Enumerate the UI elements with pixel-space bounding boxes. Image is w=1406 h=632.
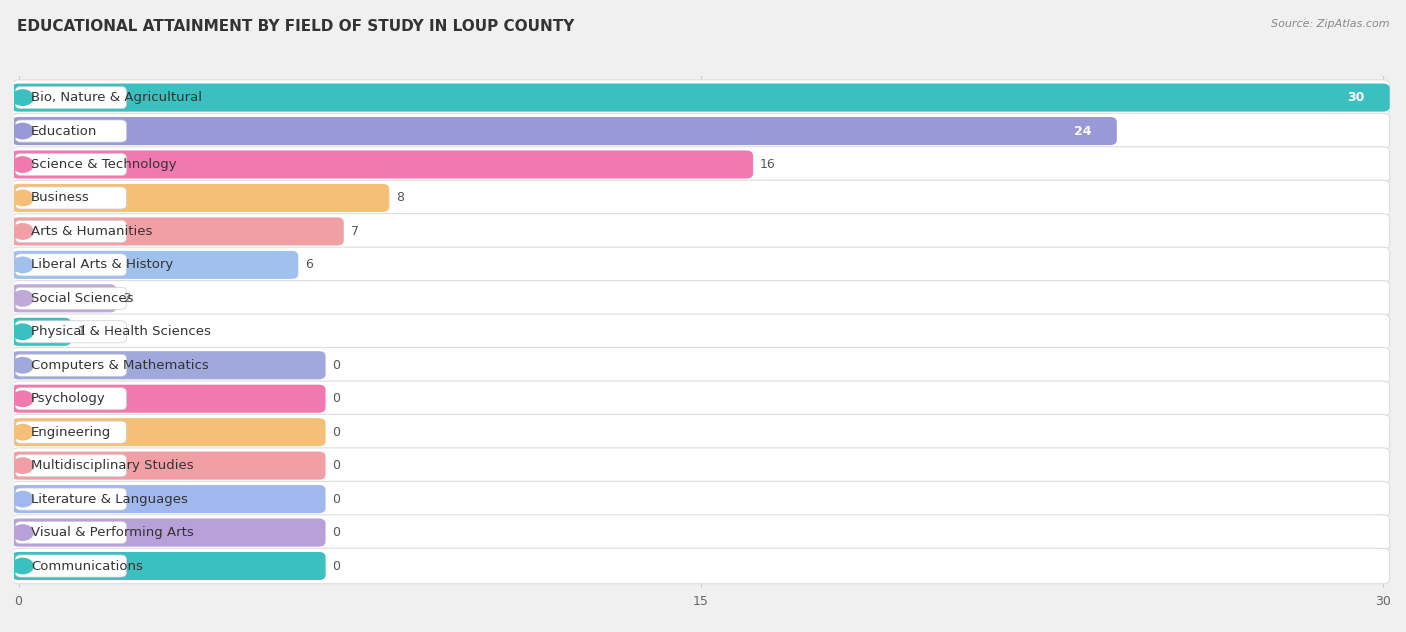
FancyBboxPatch shape (11, 415, 1389, 450)
FancyBboxPatch shape (15, 288, 127, 310)
Text: 6: 6 (305, 258, 314, 271)
FancyBboxPatch shape (11, 117, 1116, 145)
FancyBboxPatch shape (11, 381, 1389, 416)
Circle shape (13, 224, 34, 239)
FancyBboxPatch shape (11, 482, 1389, 517)
FancyBboxPatch shape (11, 351, 326, 379)
Circle shape (13, 558, 34, 574)
FancyBboxPatch shape (11, 180, 1389, 216)
Text: 0: 0 (332, 392, 340, 405)
FancyBboxPatch shape (11, 281, 1389, 316)
Circle shape (13, 90, 34, 106)
FancyBboxPatch shape (11, 217, 343, 245)
Text: Communications: Communications (31, 559, 143, 573)
FancyBboxPatch shape (15, 221, 127, 243)
Text: Source: ZipAtlas.com: Source: ZipAtlas.com (1271, 19, 1389, 29)
FancyBboxPatch shape (15, 154, 127, 176)
Text: 0: 0 (332, 559, 340, 573)
Text: 8: 8 (396, 191, 404, 205)
FancyBboxPatch shape (11, 418, 326, 446)
FancyBboxPatch shape (11, 549, 1389, 584)
Text: Psychology: Psychology (31, 392, 105, 405)
FancyBboxPatch shape (11, 251, 298, 279)
FancyBboxPatch shape (15, 521, 127, 544)
FancyBboxPatch shape (11, 518, 326, 547)
FancyBboxPatch shape (11, 80, 1389, 115)
Text: Bio, Nature & Agricultural: Bio, Nature & Agricultural (31, 91, 202, 104)
Text: Physical & Health Sciences: Physical & Health Sciences (31, 325, 211, 338)
FancyBboxPatch shape (15, 454, 127, 477)
Text: Multidisciplinary Studies: Multidisciplinary Studies (31, 459, 194, 472)
Circle shape (13, 291, 34, 306)
FancyBboxPatch shape (15, 321, 127, 343)
FancyBboxPatch shape (11, 552, 326, 580)
Circle shape (13, 525, 34, 540)
Circle shape (13, 492, 34, 507)
Circle shape (13, 391, 34, 406)
Text: Social Sciences: Social Sciences (31, 292, 134, 305)
Text: Science & Technology: Science & Technology (31, 158, 177, 171)
Text: 0: 0 (332, 359, 340, 372)
Circle shape (13, 324, 34, 339)
FancyBboxPatch shape (11, 485, 326, 513)
FancyBboxPatch shape (15, 254, 127, 276)
FancyBboxPatch shape (11, 448, 1389, 483)
FancyBboxPatch shape (15, 120, 127, 142)
Text: 0: 0 (332, 459, 340, 472)
Text: 0: 0 (332, 426, 340, 439)
FancyBboxPatch shape (11, 515, 1389, 550)
Circle shape (13, 458, 34, 473)
Text: 16: 16 (759, 158, 776, 171)
Circle shape (13, 190, 34, 205)
Text: 0: 0 (332, 526, 340, 539)
FancyBboxPatch shape (11, 150, 754, 179)
Text: Education: Education (31, 125, 97, 138)
Circle shape (13, 425, 34, 440)
Text: Arts & Humanities: Arts & Humanities (31, 225, 152, 238)
FancyBboxPatch shape (11, 452, 326, 480)
Circle shape (13, 123, 34, 139)
Text: Visual & Performing Arts: Visual & Performing Arts (31, 526, 194, 539)
FancyBboxPatch shape (15, 87, 127, 109)
FancyBboxPatch shape (15, 555, 127, 577)
Text: Liberal Arts & History: Liberal Arts & History (31, 258, 173, 271)
FancyBboxPatch shape (11, 113, 1389, 149)
Circle shape (13, 257, 34, 272)
Text: 1: 1 (77, 325, 86, 338)
FancyBboxPatch shape (15, 488, 127, 510)
FancyBboxPatch shape (11, 348, 1389, 383)
Text: Computers & Mathematics: Computers & Mathematics (31, 359, 208, 372)
Circle shape (13, 358, 34, 373)
FancyBboxPatch shape (11, 318, 70, 346)
Circle shape (13, 157, 34, 172)
FancyBboxPatch shape (11, 83, 1389, 112)
Text: 2: 2 (124, 292, 131, 305)
Text: 30: 30 (1347, 91, 1365, 104)
Text: Literature & Languages: Literature & Languages (31, 492, 188, 506)
Text: 24: 24 (1074, 125, 1092, 138)
Text: 0: 0 (332, 492, 340, 506)
FancyBboxPatch shape (11, 214, 1389, 249)
Text: Business: Business (31, 191, 90, 205)
FancyBboxPatch shape (15, 187, 127, 209)
FancyBboxPatch shape (11, 284, 117, 312)
FancyBboxPatch shape (11, 385, 326, 413)
FancyBboxPatch shape (15, 387, 127, 410)
FancyBboxPatch shape (11, 184, 389, 212)
Text: EDUCATIONAL ATTAINMENT BY FIELD OF STUDY IN LOUP COUNTY: EDUCATIONAL ATTAINMENT BY FIELD OF STUDY… (17, 19, 574, 34)
FancyBboxPatch shape (11, 247, 1389, 283)
FancyBboxPatch shape (11, 147, 1389, 182)
FancyBboxPatch shape (15, 421, 127, 443)
FancyBboxPatch shape (15, 354, 127, 376)
FancyBboxPatch shape (11, 314, 1389, 349)
Text: Engineering: Engineering (31, 426, 111, 439)
Text: 7: 7 (350, 225, 359, 238)
